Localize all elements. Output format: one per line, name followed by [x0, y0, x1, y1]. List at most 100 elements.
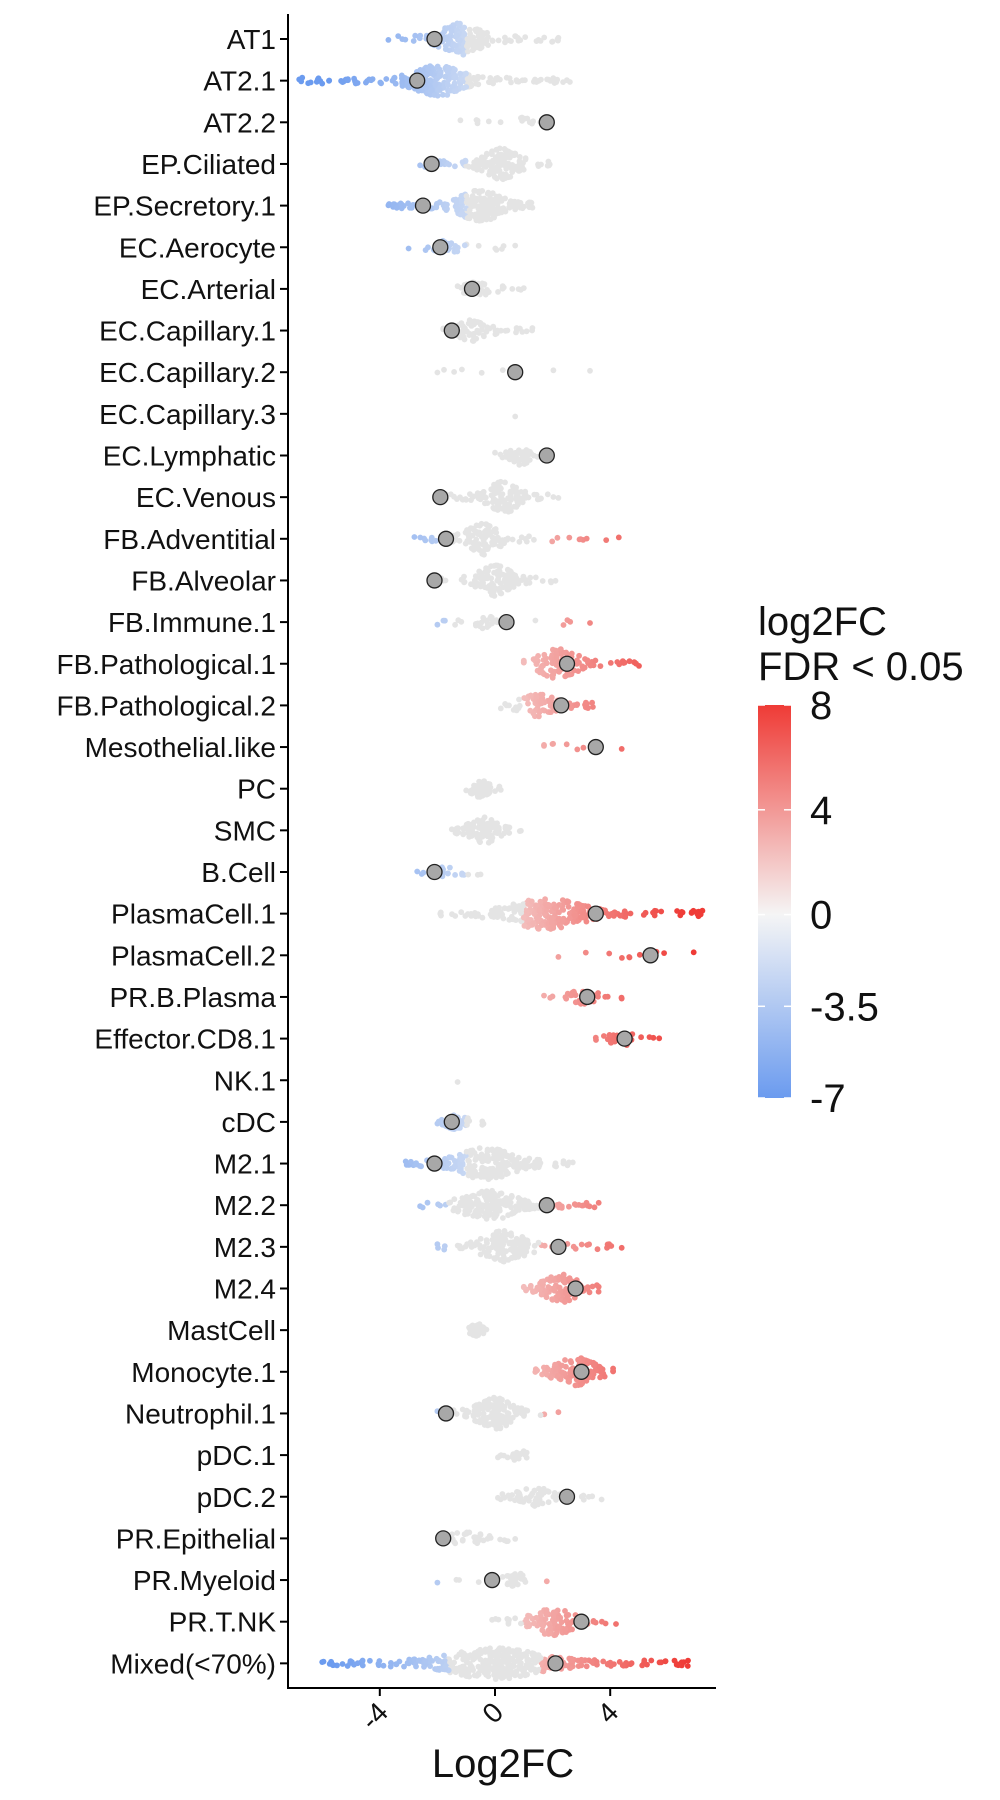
data-point	[544, 162, 551, 169]
data-point	[515, 448, 522, 455]
data-point	[447, 1199, 454, 1206]
data-point	[627, 910, 634, 917]
data-point	[519, 1237, 526, 1244]
data-point	[504, 826, 511, 833]
data-point	[498, 162, 504, 169]
data-point	[510, 707, 517, 713]
data-point	[463, 496, 469, 503]
data-point	[543, 907, 550, 914]
data-point	[472, 580, 479, 587]
data-point	[618, 1244, 625, 1251]
data-point	[486, 1156, 493, 1162]
data-point	[554, 534, 561, 541]
data-point	[531, 491, 538, 498]
data-point	[516, 1573, 523, 1580]
data-point	[494, 562, 501, 569]
data-point	[572, 1382, 579, 1389]
data-point	[448, 826, 455, 833]
data-point	[507, 1580, 514, 1587]
data-point	[466, 214, 473, 221]
data-point	[442, 1662, 449, 1669]
data-point	[456, 1243, 463, 1249]
data-point	[480, 332, 487, 339]
data-point	[466, 1162, 473, 1169]
data-point	[510, 584, 517, 590]
data-point	[298, 78, 305, 85]
data-point	[461, 24, 468, 31]
data-point	[525, 700, 531, 707]
data-point	[513, 493, 520, 499]
data-point	[498, 1190, 505, 1197]
data-point	[568, 1359, 575, 1366]
data-point	[474, 26, 481, 33]
x-tick-label: 4	[592, 1696, 625, 1729]
data-point	[469, 193, 476, 199]
data-point	[494, 327, 501, 334]
data-point	[512, 206, 519, 213]
data-point	[517, 1652, 524, 1659]
data-point	[493, 1398, 499, 1404]
data-point	[572, 1245, 579, 1252]
data-point	[453, 199, 460, 206]
data-point	[442, 46, 449, 53]
data-point	[437, 1202, 443, 1209]
data-point	[443, 1158, 449, 1165]
data-point	[516, 461, 523, 468]
data-point	[543, 1578, 550, 1585]
data-point	[636, 951, 643, 958]
data-point	[451, 1196, 458, 1203]
data-point	[557, 1376, 564, 1383]
data-point	[476, 330, 482, 336]
data-point	[521, 922, 528, 929]
data-point	[455, 825, 461, 831]
data-point	[563, 995, 570, 1002]
data-point	[518, 1410, 525, 1416]
data-point	[479, 1164, 486, 1171]
data-point	[480, 489, 487, 495]
data-point	[495, 1616, 502, 1623]
data-point	[451, 369, 457, 375]
data-point	[422, 247, 429, 254]
data-point	[485, 531, 492, 538]
data-point	[549, 538, 556, 545]
data-point	[415, 1657, 422, 1664]
data-point	[496, 543, 503, 549]
data-point	[473, 216, 480, 222]
data-point	[509, 169, 516, 176]
median-marker	[553, 697, 570, 714]
data-point	[485, 1669, 491, 1676]
data-point	[537, 1412, 544, 1419]
data-point	[476, 319, 483, 326]
category-label: Effector.CD8.1	[94, 1024, 276, 1055]
data-point	[459, 1156, 466, 1162]
data-point	[398, 205, 405, 212]
data-point	[596, 1363, 603, 1370]
category-label: FB.Pathological.2	[57, 690, 276, 721]
median-marker	[437, 530, 455, 547]
data-point	[313, 78, 320, 85]
data-point	[517, 325, 523, 332]
data-point	[538, 76, 544, 83]
data-point	[533, 1667, 540, 1674]
data-point	[452, 1162, 458, 1169]
data-point	[584, 657, 590, 664]
legend-title-line-2: FDR < 0.05	[758, 645, 964, 689]
data-point	[465, 48, 471, 55]
data-point	[330, 1662, 336, 1669]
data-point	[597, 1374, 603, 1381]
data-point	[475, 1648, 481, 1655]
data-point	[476, 1401, 483, 1408]
data-point	[456, 1664, 463, 1671]
data-point	[466, 207, 473, 213]
data-point	[561, 649, 567, 656]
category-label: M2.1	[214, 1149, 276, 1180]
data-point	[544, 672, 550, 679]
data-point	[434, 1666, 440, 1673]
category-label: PC	[237, 774, 276, 805]
data-point	[485, 525, 492, 531]
data-point	[432, 537, 439, 544]
data-point	[518, 496, 524, 502]
data-point	[533, 1614, 540, 1621]
data-point	[490, 80, 496, 87]
